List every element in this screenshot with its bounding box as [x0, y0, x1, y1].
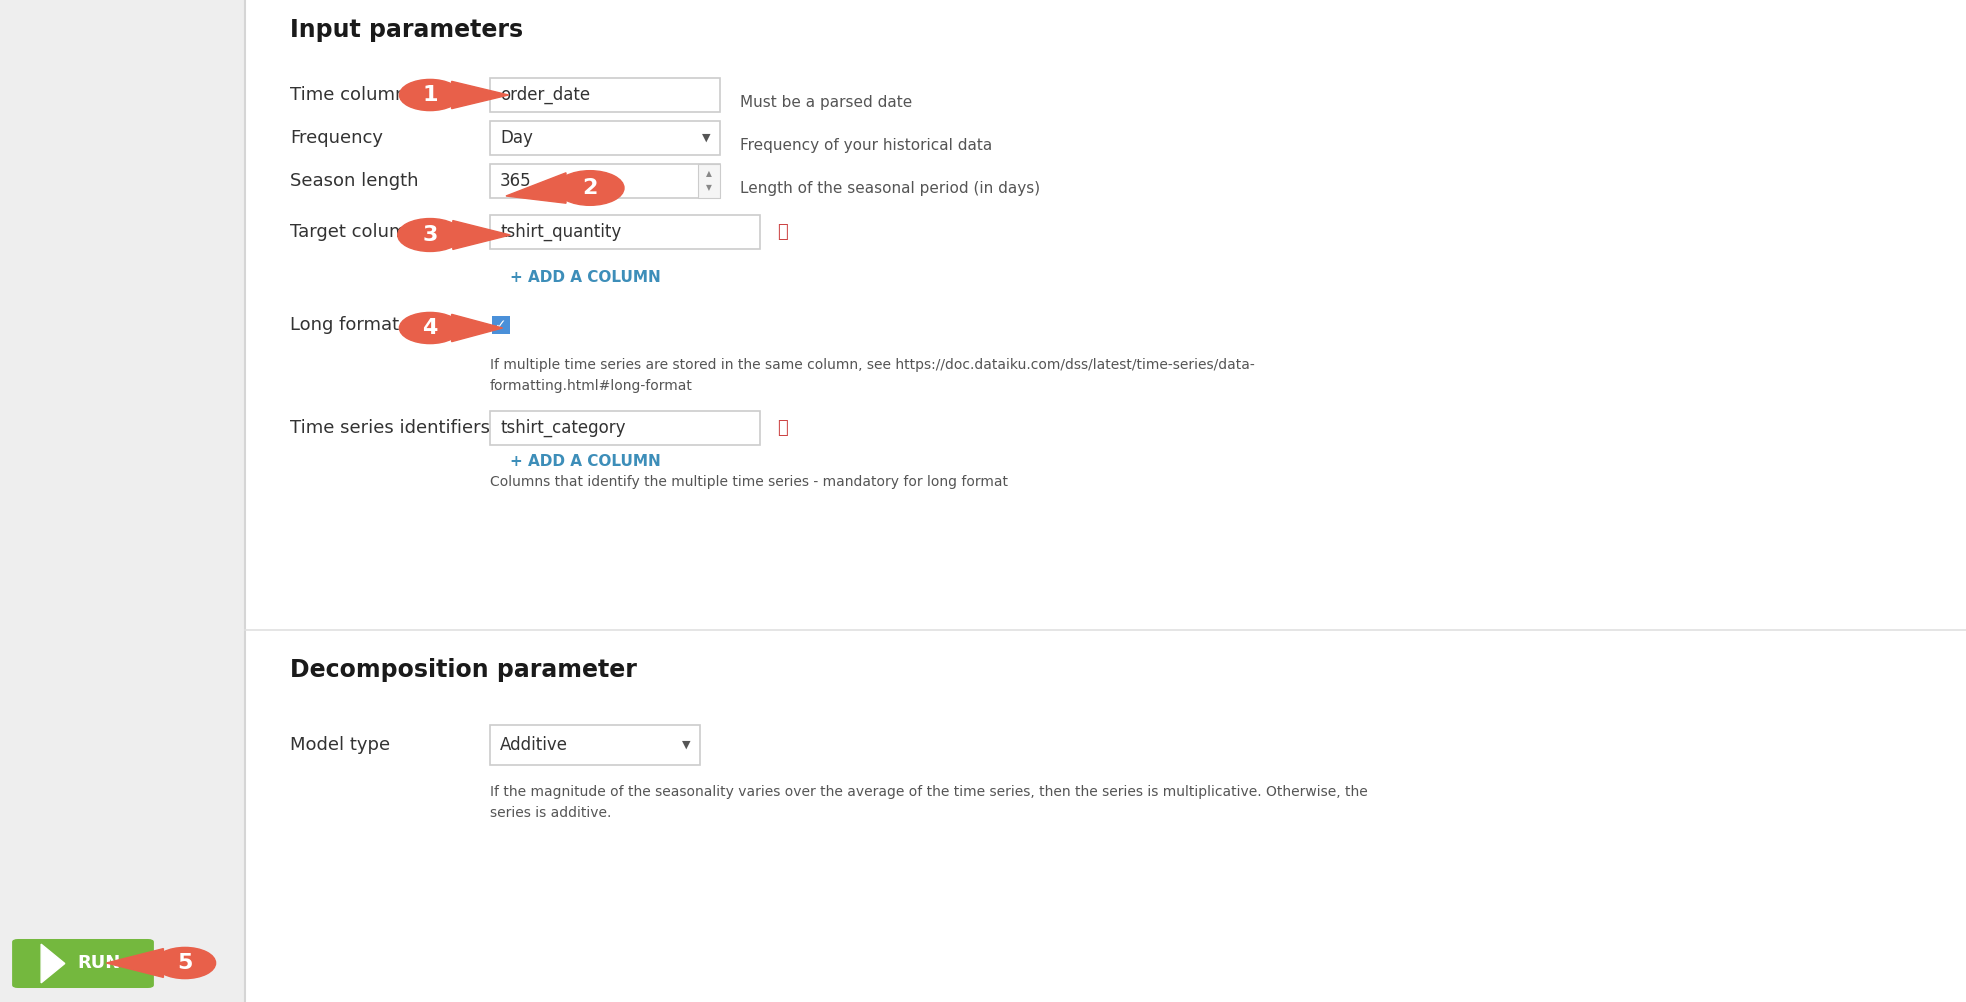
Text: Time column: Time column [291, 86, 407, 104]
Text: + ADD A COLUMN: + ADD A COLUMN [509, 455, 661, 470]
Text: tshirt_category: tshirt_category [499, 419, 625, 437]
Text: Long format: Long format [291, 316, 399, 334]
FancyBboxPatch shape [490, 78, 720, 112]
Text: 🗑: 🗑 [777, 223, 786, 241]
FancyBboxPatch shape [492, 316, 509, 334]
Text: Additive: Additive [499, 736, 568, 754]
Polygon shape [452, 315, 503, 342]
Text: + ADD A COLUMN: + ADD A COLUMN [509, 271, 661, 286]
Text: If the magnitude of the seasonality varies over the average of the time series, : If the magnitude of the seasonality vari… [490, 785, 1368, 820]
Polygon shape [452, 81, 509, 108]
Circle shape [399, 313, 460, 344]
Circle shape [397, 218, 462, 252]
Circle shape [155, 948, 216, 979]
Polygon shape [505, 172, 566, 203]
Text: If multiple time series are stored in the same column, see https://doc.dataiku.c: If multiple time series are stored in th… [490, 358, 1254, 393]
FancyBboxPatch shape [490, 164, 720, 198]
Text: Decomposition parameter: Decomposition parameter [291, 658, 637, 682]
Text: Frequency: Frequency [291, 129, 383, 147]
FancyBboxPatch shape [490, 121, 720, 155]
Text: ▲: ▲ [706, 169, 712, 178]
Circle shape [556, 170, 623, 205]
Polygon shape [452, 220, 511, 249]
Polygon shape [106, 949, 163, 977]
Text: 365: 365 [499, 172, 531, 190]
FancyBboxPatch shape [12, 939, 153, 988]
Text: RUN: RUN [77, 955, 120, 973]
Text: ✓: ✓ [495, 318, 507, 332]
Text: Time series identifiers: Time series identifiers [291, 419, 490, 437]
Text: Day: Day [499, 129, 533, 147]
Circle shape [399, 79, 460, 110]
Text: Columns that identify the multiple time series - mandatory for long format: Columns that identify the multiple time … [490, 475, 1009, 489]
Text: 3: 3 [423, 225, 438, 245]
Text: ▼: ▼ [682, 740, 690, 750]
Text: 5: 5 [177, 953, 193, 973]
Text: Frequency of your historical data: Frequency of your historical data [739, 138, 993, 153]
FancyBboxPatch shape [490, 725, 700, 765]
Text: tshirt_quantity: tshirt_quantity [499, 222, 621, 241]
Text: Input parameters: Input parameters [291, 18, 523, 42]
Text: ▼: ▼ [702, 133, 710, 143]
Text: order_date: order_date [499, 86, 590, 104]
Text: ▼: ▼ [706, 183, 712, 192]
FancyBboxPatch shape [246, 0, 1966, 1002]
FancyBboxPatch shape [490, 215, 761, 249]
Text: 4: 4 [423, 318, 438, 338]
FancyBboxPatch shape [490, 411, 761, 445]
Text: 2: 2 [582, 178, 598, 198]
Text: Target column(s): Target column(s) [291, 223, 440, 241]
Text: Must be a parsed date: Must be a parsed date [739, 95, 912, 110]
Polygon shape [41, 944, 65, 983]
Text: 🗑: 🗑 [777, 419, 786, 437]
Text: Model type: Model type [291, 736, 389, 754]
Text: Length of the seasonal period (in days): Length of the seasonal period (in days) [739, 181, 1040, 196]
Text: 1: 1 [423, 85, 438, 105]
FancyBboxPatch shape [698, 164, 720, 198]
Text: Season length: Season length [291, 172, 419, 190]
